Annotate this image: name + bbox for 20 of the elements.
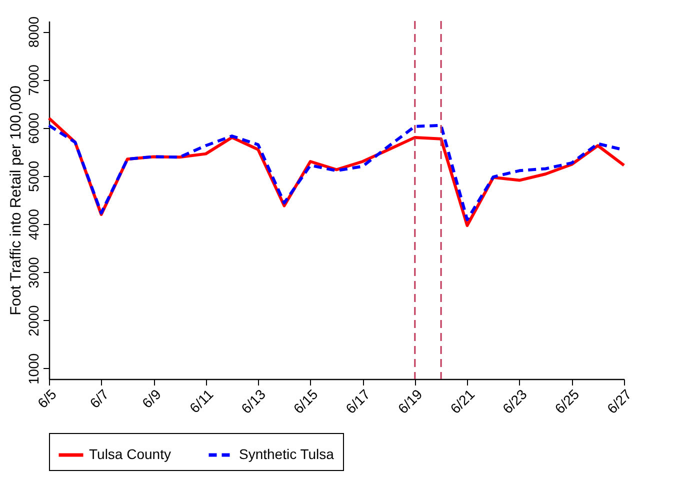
- x-tick-label: 6/11: [186, 386, 216, 416]
- legend-label: Tulsa County: [89, 446, 171, 462]
- x-tick-label: 6/9: [138, 386, 164, 412]
- y-tick-label: 7000: [26, 64, 42, 96]
- x-tick-label: 6/15: [290, 386, 321, 417]
- x-tick-label: 6/19: [394, 386, 426, 417]
- y-tick-label: 8000: [26, 16, 42, 48]
- x-tick-label: 6/5: [34, 386, 60, 412]
- y-axis-title: Foot Traffic into Retail per 100,000: [8, 86, 24, 316]
- y-tick-label: 5000: [26, 160, 42, 192]
- legend-label: Synthetic Tulsa: [239, 446, 334, 462]
- x-tick-label: 6/21: [447, 386, 478, 417]
- x-tick-label: 6/7: [86, 386, 112, 412]
- y-tick-label: 3000: [26, 256, 42, 288]
- x-tick-label: 6/13: [238, 386, 269, 417]
- y-tick-label: 6000: [26, 112, 42, 144]
- y-tick-label: 4000: [26, 208, 42, 240]
- x-tick-label: 6/23: [499, 386, 530, 417]
- y-tick-label: 2000: [26, 305, 42, 336]
- y-tick-label: 1000: [26, 353, 42, 384]
